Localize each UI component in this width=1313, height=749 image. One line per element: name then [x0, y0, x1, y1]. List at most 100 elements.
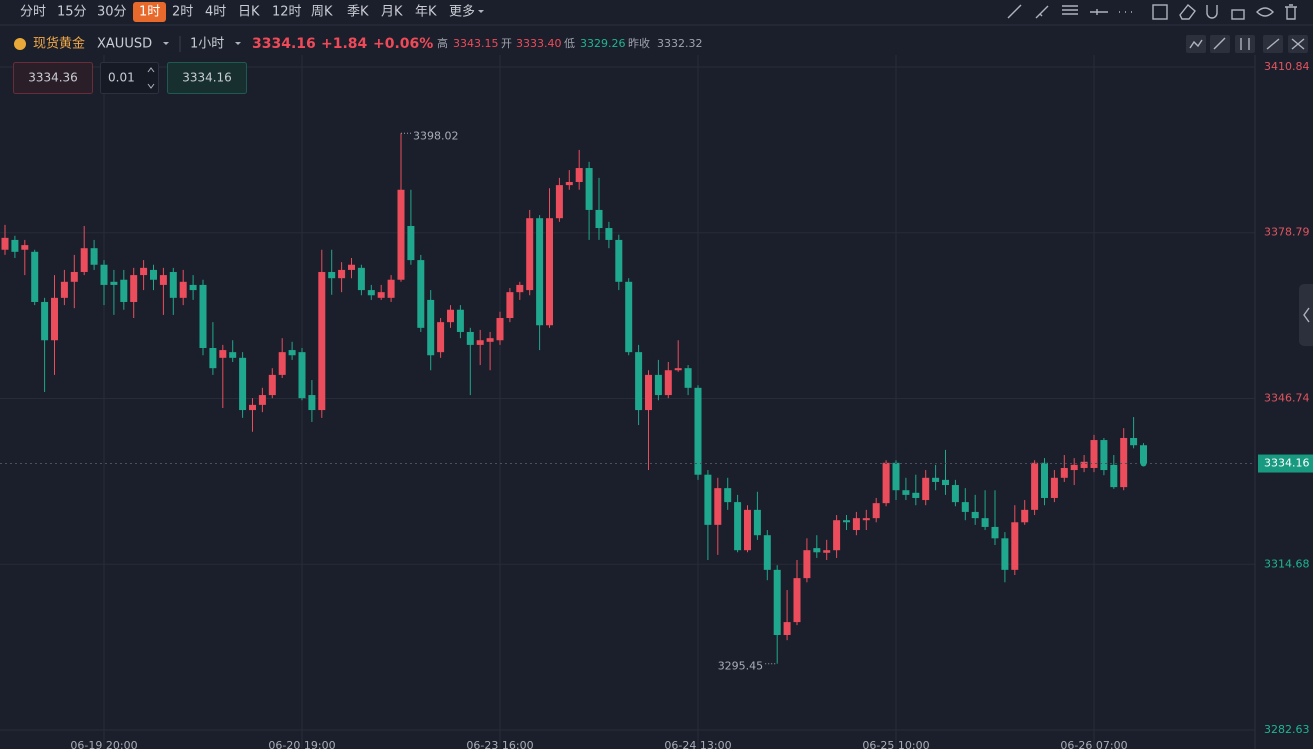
candle-body: [575, 168, 583, 183]
interval[interactable]: 1小时: [190, 37, 224, 52]
candle-body: [100, 264, 108, 285]
timeframe[interactable]: 季K: [347, 5, 369, 20]
candle-body: [1031, 462, 1039, 510]
timeframe[interactable]: 1时: [139, 5, 160, 20]
candle-body: [664, 370, 672, 396]
candle-body: [565, 182, 573, 186]
timeframe[interactable]: 年K: [415, 5, 437, 20]
candle-body: [407, 225, 415, 261]
candle-body: [942, 479, 949, 486]
candle-body: [417, 260, 425, 328]
candle-body: [724, 488, 732, 503]
candle-body: [466, 331, 474, 345]
dropdown-arrow: [478, 10, 484, 13]
last-price-label: 3334.16: [1264, 457, 1310, 470]
timeframe[interactable]: 分时: [20, 5, 46, 20]
candle-body: [476, 340, 484, 345]
candle-body: [70, 271, 78, 282]
candle-body: [486, 338, 494, 342]
candle-body: [130, 275, 138, 302]
candle-body: [189, 284, 197, 291]
dropdown-arrow: [163, 42, 169, 45]
candle-body: [605, 228, 613, 240]
timeframe[interactable]: 2时: [172, 5, 193, 20]
x-tick-label: 06-25 10:00: [862, 739, 929, 749]
high-annotation: 3398.02: [413, 129, 459, 142]
candle-body: [585, 168, 593, 210]
candle-body: [922, 477, 930, 501]
candle-body: [852, 518, 860, 531]
candle-body: [41, 301, 49, 341]
candle-body: [278, 352, 286, 375]
icon: [1090, 9, 1108, 15]
chart-tools[interactable]: [1186, 35, 1308, 53]
low-annotation: 3295.45: [718, 660, 764, 673]
sell-button[interactable]: [13, 62, 93, 94]
icon: [1179, 3, 1196, 20]
candle-body: [219, 350, 227, 358]
candle-body: [229, 352, 237, 358]
icon: [1206, 5, 1218, 19]
candle-body: [753, 509, 761, 536]
timeframe[interactable]: 周K: [311, 5, 333, 20]
y-tick-label: 3314.68: [1264, 557, 1310, 570]
timeframe[interactable]: 12时: [272, 5, 302, 20]
drawing-tools[interactable]: [1007, 3, 1297, 20]
symbol[interactable]: XAUUSD: [97, 37, 152, 52]
candle-body: [674, 368, 682, 371]
candle-body: [783, 622, 791, 636]
buy-price: 3334.16: [182, 71, 232, 85]
candle-body: [318, 271, 326, 411]
lots-input[interactable]: [100, 62, 159, 94]
y-tick-label: 3346.74: [1264, 391, 1310, 404]
tool-button[interactable]: [1235, 35, 1255, 53]
open-label: 开: [501, 37, 512, 50]
candle-body: [506, 292, 514, 319]
gold-icon: [14, 38, 26, 50]
last-price-tag: [1258, 454, 1313, 473]
candle-body: [1001, 538, 1009, 570]
prev-close-value: 3332.32: [657, 37, 703, 50]
active-timeframe[interactable]: [133, 2, 166, 22]
icon: [1266, 38, 1280, 50]
candle-body: [734, 502, 742, 551]
candle-body: [882, 462, 890, 504]
candle-body: [150, 269, 157, 280]
candle-body: [367, 290, 375, 296]
buy-button[interactable]: [167, 62, 247, 94]
candle-body: [862, 518, 870, 521]
candle-body: [971, 511, 979, 519]
candle-body: [258, 395, 266, 405]
dropdown-arrow: [235, 42, 241, 45]
candle-body: [199, 284, 207, 349]
candle-body: [209, 348, 217, 369]
candle-body: [961, 502, 969, 512]
candle-body: [595, 209, 603, 229]
candle-body: [1, 237, 9, 250]
candle-body: [298, 352, 306, 399]
x-tick-label: 06-23 16:00: [466, 739, 533, 749]
candle-body: [268, 374, 276, 396]
timeframe[interactable]: 日K: [238, 5, 260, 20]
icon: [1240, 38, 1250, 50]
high-label: 高: [437, 36, 448, 50]
side-tab[interactable]: [1299, 284, 1313, 346]
timeframe[interactable]: 15分: [57, 5, 87, 20]
tool-button[interactable]: [1210, 35, 1230, 53]
change-percent: +0.06%: [373, 36, 433, 52]
candle-body: [981, 518, 989, 527]
low-label: 低: [564, 37, 575, 50]
x-tick-label: 06-20 19:00: [268, 739, 335, 749]
timeframe[interactable]: 4时: [205, 5, 226, 20]
more-menu[interactable]: 更多: [449, 4, 475, 20]
timeframe[interactable]: 月K: [381, 5, 403, 20]
candle-body: [932, 477, 940, 482]
candle-body: [744, 509, 751, 551]
candle-body: [1050, 477, 1058, 498]
candle-body: [833, 520, 841, 551]
timeframe[interactable]: 30分: [97, 5, 127, 20]
candle-body: [635, 352, 643, 411]
instrument-name: 现货黄金: [33, 36, 85, 52]
spinner[interactable]: [147, 67, 155, 89]
